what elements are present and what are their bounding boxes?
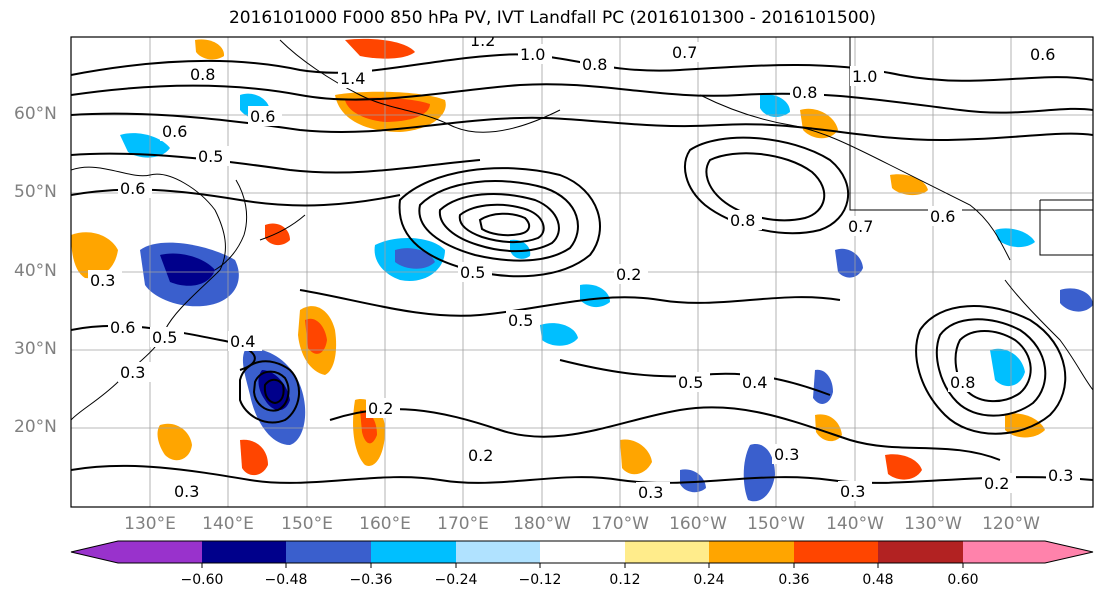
contour-label: 0.3 xyxy=(1048,466,1073,485)
colorbar-swatch xyxy=(625,541,709,563)
colorbar-swatch xyxy=(794,541,878,563)
contour-label: 1.0 xyxy=(520,45,545,64)
colorbar-tick-label: −0.48 xyxy=(264,572,308,588)
colorbar-tick-label: −0.36 xyxy=(349,572,393,588)
contour-label: 0.3 xyxy=(174,482,199,501)
contour-label: 0.3 xyxy=(120,363,145,382)
contour-label: 0.2 xyxy=(616,265,641,284)
lon-label: 130°W xyxy=(904,514,962,534)
map-panel: 1.0 0.8 1.2 1.4 0.6 0.6 0.5 0.6 0.5 0.3 … xyxy=(71,31,1093,507)
lon-label: 160°E xyxy=(359,514,411,534)
lat-label: 60°N xyxy=(14,104,57,124)
colorbar-swatch xyxy=(878,541,963,563)
lon-label: 140°W xyxy=(826,514,884,534)
contour-label: 0.4 xyxy=(742,373,767,392)
contour-label: 0.6 xyxy=(162,122,187,141)
lat-label: 30°N xyxy=(14,339,57,359)
colorbar-swatch xyxy=(371,541,456,563)
pv-fill-layer xyxy=(71,38,1093,502)
colorbar-swatch xyxy=(540,541,625,563)
colorbar-tick-label: −0.24 xyxy=(434,572,478,588)
lat-label: 50°N xyxy=(14,182,57,202)
lon-label: 180°W xyxy=(513,514,571,534)
contour-label: 0.3 xyxy=(638,483,663,502)
lon-label: 120°W xyxy=(982,514,1040,534)
contour-label: 0.6 xyxy=(110,318,135,337)
contour-label: 0.6 xyxy=(250,107,275,126)
contour-label: 0.8 xyxy=(582,55,607,74)
contour-label: 0.6 xyxy=(120,179,145,198)
colorbar-tick-label: 0.36 xyxy=(778,572,810,588)
colorbar-tick-label: −0.60 xyxy=(180,572,224,588)
contour-label: 0.7 xyxy=(848,217,873,236)
colorbar-swatch xyxy=(963,541,1093,563)
contour-label: 0.6 xyxy=(930,207,955,226)
colorbar-tick-label: 0.12 xyxy=(609,572,641,588)
contour-label: 0.5 xyxy=(508,311,533,330)
contour-labels: 1.0 0.8 1.2 1.4 0.6 0.6 0.5 0.6 0.5 0.3 … xyxy=(88,31,1080,502)
contour-label: 0.6 xyxy=(1030,45,1055,64)
lon-label: 160°W xyxy=(669,514,727,534)
colorbar-tick-label: −0.12 xyxy=(518,572,562,588)
lon-label: 170°E xyxy=(437,514,489,534)
colorbar-swatch xyxy=(286,541,371,563)
contour-label: 1.2 xyxy=(470,31,495,50)
contour-label: 0.3 xyxy=(840,482,865,501)
lon-label: 140°E xyxy=(202,514,254,534)
contour-label: 0.8 xyxy=(190,65,215,84)
colorbar-tick-label: 0.48 xyxy=(862,572,894,588)
contour-label: 0.5 xyxy=(460,263,485,282)
plot-title: 2016101000 F000 850 hPa PV, IVT Landfall… xyxy=(228,8,876,28)
colorbar-tick-label: 0.60 xyxy=(947,572,979,588)
contour-label: 0.3 xyxy=(90,271,115,290)
lon-label: 130°E xyxy=(124,514,176,534)
contour-label: 0.8 xyxy=(950,373,975,392)
map-frame xyxy=(70,36,1094,508)
contour-label: 0.5 xyxy=(152,328,177,347)
contour-label: 1.4 xyxy=(340,69,365,88)
colorbar-swatch xyxy=(202,541,286,563)
contour-label: 0.5 xyxy=(678,373,703,392)
contour-label: 0.7 xyxy=(672,43,697,62)
colorbar-swatch xyxy=(456,541,540,563)
lat-label: 40°N xyxy=(14,261,57,281)
contour-label: 0.3 xyxy=(774,445,799,464)
contour-label: 1.0 xyxy=(852,67,877,86)
colorbar-swatch xyxy=(71,541,202,563)
contour-label: 0.8 xyxy=(792,83,817,102)
colorbar-tick-label: 0.24 xyxy=(693,572,725,588)
ivt-contours xyxy=(71,53,1093,484)
lon-label: 150°E xyxy=(281,514,333,534)
colorbar-outline xyxy=(70,540,1094,564)
contour-label: 0.4 xyxy=(230,332,255,351)
colorbar xyxy=(70,540,1094,568)
contour-label: 0.2 xyxy=(984,474,1009,493)
lon-label: 150°W xyxy=(747,514,805,534)
contour-label: 0.2 xyxy=(368,399,393,418)
lat-label: 20°N xyxy=(14,417,57,437)
colorbar-swatch xyxy=(709,541,794,563)
contour-label: 0.8 xyxy=(730,211,755,230)
contour-label: 0.5 xyxy=(198,147,223,166)
contour-label: 0.2 xyxy=(468,446,493,465)
lon-label: 170°W xyxy=(591,514,649,534)
